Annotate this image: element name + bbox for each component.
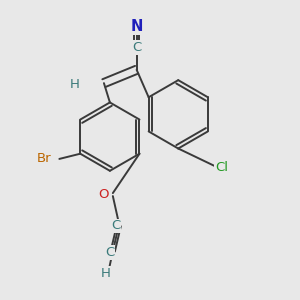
Text: C: C — [111, 219, 120, 232]
Text: O: O — [99, 188, 109, 201]
Text: N: N — [130, 19, 143, 34]
Text: C: C — [105, 246, 115, 259]
Text: H: H — [69, 78, 79, 91]
Text: Br: Br — [37, 152, 52, 165]
Text: C: C — [132, 41, 141, 54]
Text: H: H — [100, 267, 110, 280]
Text: Cl: Cl — [215, 161, 228, 174]
